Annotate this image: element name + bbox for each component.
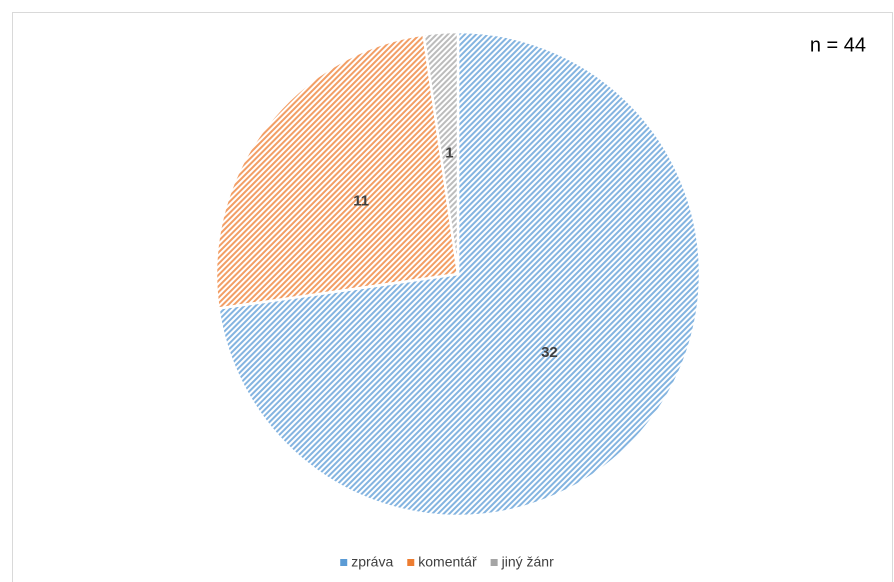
data-label: 32: [541, 344, 558, 361]
legend-marker: [340, 559, 348, 566]
legend-label: komentář: [418, 554, 477, 570]
pie-slice: [214, 33, 460, 310]
legend: zpráva komentář jiný žánr: [340, 554, 554, 570]
legend-label: zpráva: [351, 554, 393, 570]
pie-slice: [422, 30, 460, 275]
legend-label: jiný žánr: [501, 554, 554, 570]
data-label: 1: [445, 144, 453, 161]
data-label: 11: [353, 192, 369, 209]
annotation: n = 44: [810, 34, 866, 56]
legend-marker: [407, 559, 415, 566]
legend-marker: [490, 559, 498, 566]
